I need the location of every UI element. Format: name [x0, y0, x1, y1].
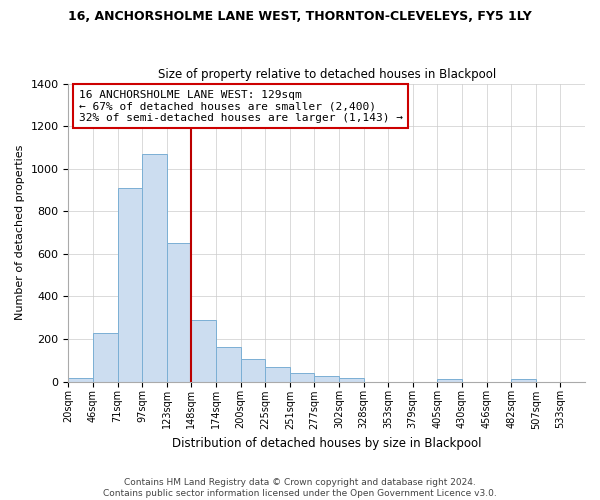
Bar — [142, 154, 167, 382]
Bar — [511, 380, 536, 382]
X-axis label: Distribution of detached houses by size in Blackpool: Distribution of detached houses by size … — [172, 437, 481, 450]
Bar — [314, 376, 339, 382]
Bar — [290, 373, 314, 382]
Bar — [118, 188, 142, 382]
Text: Contains HM Land Registry data © Crown copyright and database right 2024.
Contai: Contains HM Land Registry data © Crown c… — [103, 478, 497, 498]
Bar — [216, 348, 241, 382]
Y-axis label: Number of detached properties: Number of detached properties — [15, 145, 25, 320]
Text: 16 ANCHORSHOLME LANE WEST: 129sqm
← 67% of detached houses are smaller (2,400)
3: 16 ANCHORSHOLME LANE WEST: 129sqm ← 67% … — [79, 90, 403, 122]
Bar — [68, 378, 93, 382]
Bar — [265, 366, 290, 382]
Bar — [437, 380, 462, 382]
Bar — [339, 378, 364, 382]
Bar — [167, 243, 191, 382]
Text: 16, ANCHORSHOLME LANE WEST, THORNTON-CLEVELEYS, FY5 1LY: 16, ANCHORSHOLME LANE WEST, THORNTON-CLE… — [68, 10, 532, 23]
Bar — [241, 359, 265, 382]
Bar — [93, 332, 118, 382]
Title: Size of property relative to detached houses in Blackpool: Size of property relative to detached ho… — [158, 68, 496, 81]
Bar — [191, 320, 216, 382]
